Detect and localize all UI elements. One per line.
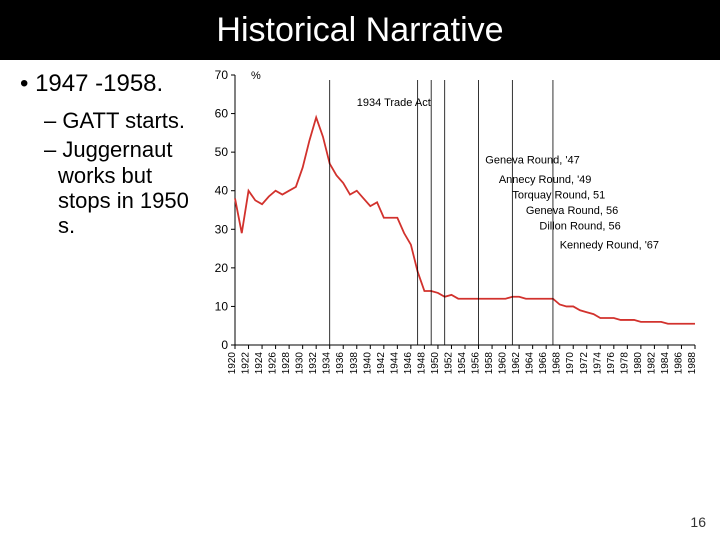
svg-text:1974: 1974 [592, 352, 603, 375]
svg-text:1940: 1940 [362, 352, 373, 375]
svg-text:1938: 1938 [349, 352, 360, 375]
svg-text:1958: 1958 [484, 352, 495, 375]
svg-text:1986: 1986 [673, 352, 684, 375]
content-area: • 1947 -1958. – GATT starts. – Juggernau… [0, 60, 720, 490]
bullet-block: • 1947 -1958. – GATT starts. – Juggernau… [20, 70, 190, 242]
svg-text:1952: 1952 [443, 352, 454, 375]
svg-text:70: 70 [215, 68, 229, 82]
svg-text:1942: 1942 [376, 352, 387, 375]
svg-text:1976: 1976 [606, 352, 617, 375]
tariff-chart: 0 10 20 30 40 50 60 70% 192019221924192619281930… [195, 65, 705, 400]
bullet-sub-1: – GATT starts. [20, 108, 190, 133]
svg-text:10: 10 [215, 299, 229, 313]
svg-text:1956: 1956 [471, 352, 482, 375]
svg-text:1982: 1982 [646, 352, 657, 375]
svg-text:1928: 1928 [281, 352, 292, 375]
svg-text:1970: 1970 [565, 352, 576, 375]
svg-text:40: 40 [215, 184, 229, 198]
svg-text:30: 30 [215, 222, 229, 236]
svg-text:1980: 1980 [633, 352, 644, 375]
svg-text:1960: 1960 [498, 352, 509, 375]
bullet-main: • 1947 -1958. [20, 70, 190, 98]
svg-text:Geneva Round, 56: Geneva Round, 56 [526, 205, 618, 217]
bullet-sub-2: – Juggernaut works but stops in 1950 s. [20, 137, 190, 238]
page-number: 16 [690, 514, 706, 530]
svg-text:1934 Trade Act: 1934 Trade Act [357, 97, 431, 109]
svg-text:60: 60 [215, 107, 229, 121]
svg-text:Annecy Round, '49: Annecy Round, '49 [499, 174, 592, 186]
svg-text:Torquay Round, 51: Torquay Round, 51 [512, 189, 605, 201]
svg-text:50: 50 [215, 145, 229, 159]
svg-text:Kennedy Round, '67: Kennedy Round, '67 [560, 240, 659, 252]
title-bar: Historical Narrative [0, 0, 720, 60]
svg-text:1962: 1962 [511, 352, 522, 375]
svg-text:1920: 1920 [227, 352, 238, 375]
svg-text:0: 0 [221, 338, 228, 352]
svg-text:Dillon Round, 56: Dillon Round, 56 [539, 220, 620, 232]
svg-text:1922: 1922 [241, 352, 252, 375]
svg-text:20: 20 [215, 261, 229, 275]
svg-text:%: % [251, 70, 261, 82]
svg-text:Geneva Round, '47: Geneva Round, '47 [485, 155, 579, 167]
svg-text:1966: 1966 [538, 352, 549, 375]
svg-text:1968: 1968 [552, 352, 563, 375]
svg-text:1964: 1964 [525, 352, 536, 375]
svg-text:1936: 1936 [335, 352, 346, 375]
svg-text:1924: 1924 [254, 352, 265, 375]
svg-text:1988: 1988 [687, 352, 698, 375]
chart-svg: 0 10 20 30 40 50 60 70% 192019221924192619281930… [195, 65, 705, 400]
slide-title: Historical Narrative [216, 11, 503, 50]
svg-text:1944: 1944 [389, 352, 400, 375]
svg-text:1946: 1946 [403, 352, 414, 375]
svg-text:1948: 1948 [416, 352, 427, 375]
svg-text:1978: 1978 [619, 352, 630, 375]
svg-text:1954: 1954 [457, 352, 468, 375]
svg-text:1972: 1972 [579, 352, 590, 375]
svg-text:1930: 1930 [295, 352, 306, 375]
svg-text:1932: 1932 [308, 352, 319, 375]
svg-text:1984: 1984 [660, 352, 671, 375]
svg-text:1926: 1926 [268, 352, 279, 375]
svg-text:1950: 1950 [430, 352, 441, 375]
svg-text:1934: 1934 [322, 352, 333, 375]
